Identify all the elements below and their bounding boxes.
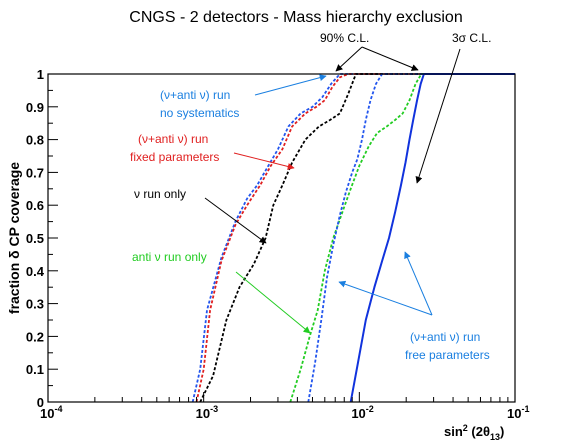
x-tick-label: 10-2 <box>351 404 373 421</box>
arrow-antinu-only <box>235 271 311 334</box>
x-axis: 10-4 10-3 10-2 10-1 <box>40 392 529 421</box>
y-tick-label: 0.3 <box>26 297 44 312</box>
annotation-nosys-line2: no systematics <box>160 106 239 120</box>
x-tick-label: 10-4 <box>40 404 62 421</box>
y-tick-label: 0.8 <box>26 133 44 148</box>
series-line-1 <box>191 73 515 403</box>
chart-title: CNGS - 2 detectors - Mass hierarchy excl… <box>129 9 462 26</box>
y-axis-label: fraction δ CP coverage <box>6 162 22 314</box>
series-line-4 <box>289 73 515 403</box>
series-layer <box>191 73 515 403</box>
arrow-90cl-right <box>361 46 419 71</box>
y-tick-label: 0.5 <box>26 231 44 246</box>
annotation-free-line2: free parameters <box>405 348 490 362</box>
arrow-fixed <box>233 152 295 170</box>
x-axis-label: sin2 (2θ13) <box>444 423 504 442</box>
arrow-90cl-left <box>335 46 363 72</box>
annotation-antinu-run-only: anti ν run only <box>132 250 207 264</box>
annotation-fixed-line1: (ν+anti ν) run <box>138 132 208 146</box>
arrow-nosys <box>254 74 327 96</box>
annotation-3sigma-cl: 3σ C.L. <box>452 31 491 45</box>
y-tick-label: 0.7 <box>26 165 44 180</box>
annotations: 90% C.L. 3σ C.L. (ν+anti ν) run no syste… <box>130 31 491 362</box>
annotation-fixed-line2: fixed parameters <box>130 150 219 164</box>
x-tick-label: 10-3 <box>196 404 218 421</box>
y-tick-label: 0.2 <box>26 329 44 344</box>
y-tick-label: 0 <box>37 395 44 410</box>
y-tick-label: 1 <box>37 67 44 82</box>
annotation-nosys-line1: (ν+anti ν) run <box>160 88 230 102</box>
y-tick-label: 0.1 <box>26 362 44 377</box>
series-line-2 <box>195 73 515 403</box>
y-axis: 0 0.1 0.2 0.3 0.4 0.5 0.6 0.7 0.8 0.9 1 <box>26 67 58 410</box>
annotation-free-line1: (ν+anti ν) run <box>410 330 480 344</box>
annotation-arrows <box>204 46 461 334</box>
series-line-3 <box>199 73 515 403</box>
y-tick-label: 0.9 <box>26 100 44 115</box>
series-line-6 <box>349 73 515 403</box>
annotation-nu-run-only: ν run only <box>134 187 186 201</box>
x-tick-label: 10-1 <box>507 404 529 421</box>
arrow-free-a <box>338 280 433 316</box>
annotation-90cl: 90% C.L. <box>320 31 369 45</box>
arrow-nu-only <box>204 197 267 244</box>
y-tick-label: 0.4 <box>26 264 45 279</box>
arrow-free-b <box>404 251 433 316</box>
series-line-5 <box>307 73 515 403</box>
arrow-3sigma <box>415 48 461 184</box>
y-tick-label: 0.6 <box>26 198 44 213</box>
